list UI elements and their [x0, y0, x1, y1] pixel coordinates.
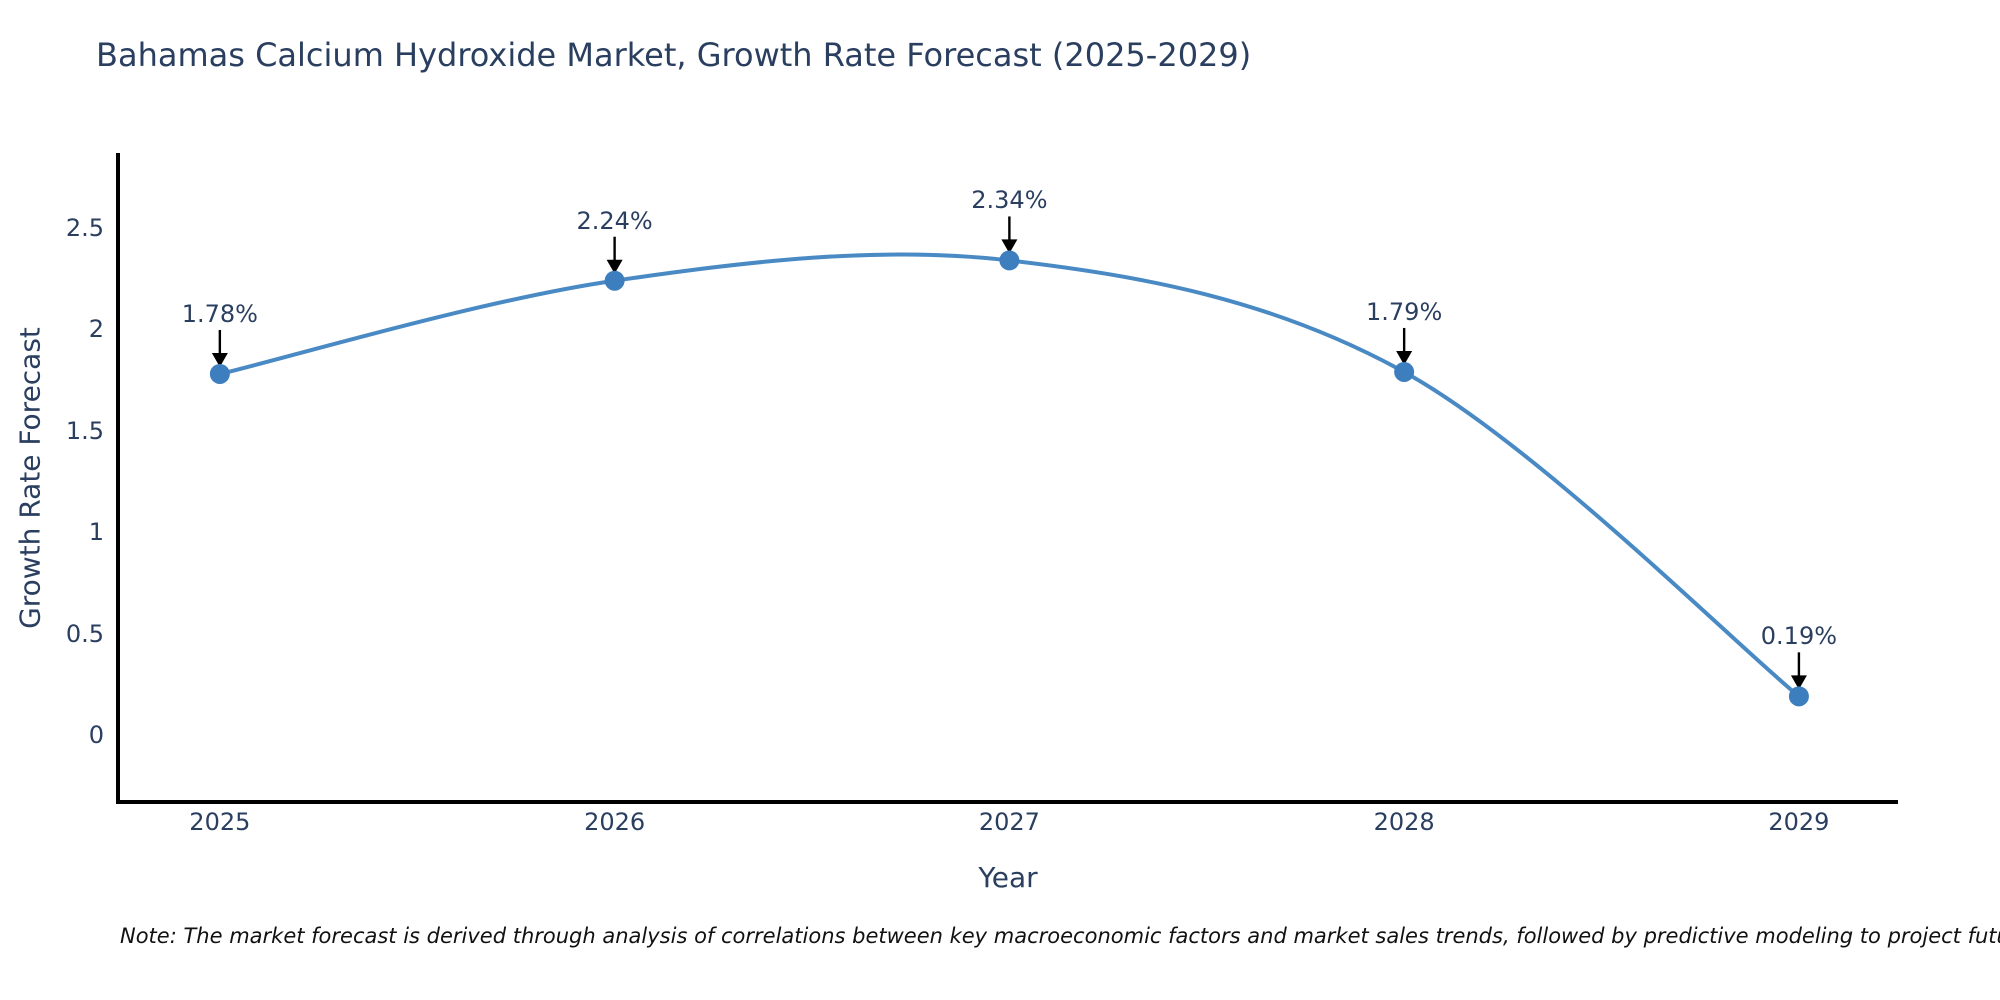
data-point-marker: [999, 250, 1020, 271]
point-annotation: 0.19%: [1760, 622, 1838, 651]
point-annotation: 1.79%: [1366, 297, 1443, 326]
y-tick-label: 1.5: [65, 416, 104, 445]
y-tick-label: 0: [88, 720, 104, 749]
data-point-marker: [1394, 361, 1415, 382]
point-annotation: 1.78%: [181, 299, 258, 328]
chart-note: Note: The market forecast is derived thr…: [120, 924, 2000, 948]
x-tick-label: 2027: [978, 808, 1040, 836]
y-axis-title: Growth Rate Forecast: [13, 327, 47, 629]
data-point-marker: [604, 270, 625, 291]
series-line: [217, 252, 1801, 699]
x-tick-label: 2025: [189, 808, 251, 836]
point-annotation: 2.34%: [971, 186, 1048, 215]
annotation-arrowhead: [211, 352, 228, 367]
annotation-arrowhead: [1396, 350, 1413, 365]
y-tick-label: 1: [88, 518, 104, 547]
y-tick-label: 2.5: [65, 213, 104, 242]
x-tick-label: 2026: [584, 808, 646, 836]
y-tick-label: 0.5: [65, 619, 104, 648]
point-annotation: 2.24%: [576, 206, 653, 235]
x-tick-label: 2028: [1373, 808, 1435, 836]
data-point-marker: [1788, 686, 1809, 707]
data-point-marker: [209, 363, 230, 384]
chart-title: Bahamas Calcium Hydroxide Market, Growth…: [96, 36, 1252, 74]
x-axis-title: Year: [978, 861, 1038, 894]
annotation-arrowhead: [606, 259, 623, 274]
annotation-arrowhead: [1001, 239, 1018, 254]
annotation-arrowhead: [1790, 675, 1807, 690]
y-tick-label: 2: [88, 315, 104, 344]
x-tick-label: 2029: [1768, 808, 1830, 836]
